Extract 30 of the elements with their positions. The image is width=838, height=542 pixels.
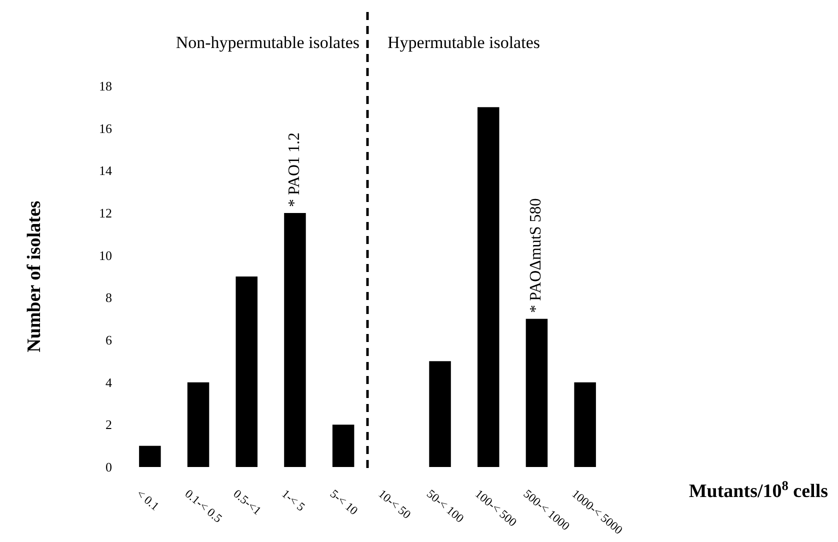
y-tick-label: 16 [99, 120, 112, 136]
y-tick-label: 14 [99, 163, 112, 178]
annotation: * PAOΔmutS 580 [528, 198, 545, 313]
x-tick-label: < 0.1 [134, 486, 162, 514]
y-tick-label: 0 [106, 460, 112, 475]
bar [429, 361, 451, 467]
bar [284, 213, 306, 467]
bar [526, 318, 548, 467]
text: Non-hypermutable isolates [176, 33, 360, 52]
bar [574, 382, 596, 467]
y-tick-label: 2 [106, 417, 112, 432]
text: Hypermutable isolates [388, 33, 540, 52]
bar [236, 276, 258, 467]
y-tick-label: 4 [106, 374, 112, 390]
x-axis-title: Mutants/10$^{8}$ cells [688, 478, 828, 502]
y-axis-title: Number of isolates [24, 200, 45, 352]
bar [187, 382, 210, 467]
y-tick-label: 8 [106, 290, 112, 306]
y-tick-label: 6 [106, 332, 112, 348]
y-tick-label: 18 [99, 78, 112, 94]
bar [139, 446, 161, 467]
y-tick-label: 10 [99, 248, 112, 263]
x-tick-label: 50-< 100 [424, 486, 467, 526]
x-tick-label: 10-< 50 [376, 486, 414, 522]
y-tick-label: 12 [99, 206, 112, 221]
bar [477, 107, 500, 467]
bar [332, 424, 354, 467]
annotation: * PAO1 1.2 [286, 132, 303, 207]
x-tick-label: 5-< 10 [327, 486, 361, 518]
x-tick-label: 1-< 5 [279, 486, 308, 514]
